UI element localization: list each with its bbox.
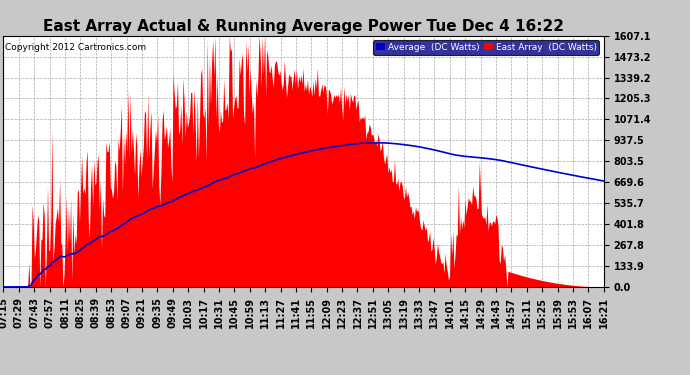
Title: East Array Actual & Running Average Power Tue Dec 4 16:22: East Array Actual & Running Average Powe… — [43, 20, 564, 34]
Text: Copyright 2012 Cartronics.com: Copyright 2012 Cartronics.com — [5, 43, 146, 52]
Legend: Average  (DC Watts), East Array  (DC Watts): Average (DC Watts), East Array (DC Watts… — [373, 40, 599, 54]
